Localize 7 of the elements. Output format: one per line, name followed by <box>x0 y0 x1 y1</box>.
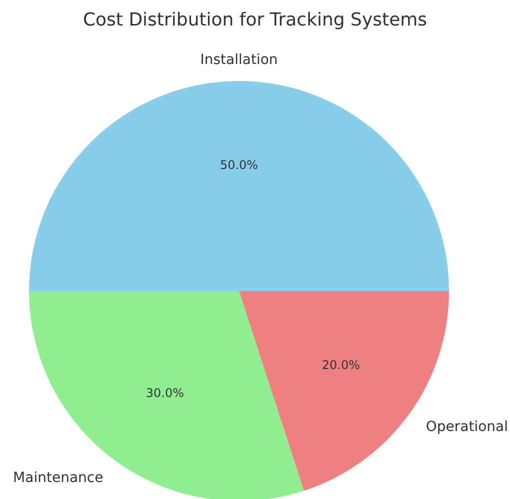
data-label: 30.0% <box>146 386 184 400</box>
slice-label: Maintenance <box>13 470 104 486</box>
data-label: 50.0% <box>220 158 258 172</box>
chart-title: Cost Distribution for Tracking Systems <box>82 10 428 30</box>
data-label: 20.0% <box>322 358 360 372</box>
slice-label: Installation <box>200 52 278 68</box>
slice-label: Operational <box>426 418 508 435</box>
